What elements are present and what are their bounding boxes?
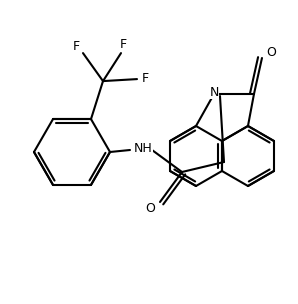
- Text: O: O: [145, 202, 155, 216]
- Text: F: F: [119, 38, 127, 50]
- Text: F: F: [72, 40, 80, 53]
- Text: N: N: [209, 85, 219, 98]
- Text: NH: NH: [134, 143, 152, 156]
- Text: O: O: [266, 46, 276, 58]
- Text: F: F: [142, 71, 149, 85]
